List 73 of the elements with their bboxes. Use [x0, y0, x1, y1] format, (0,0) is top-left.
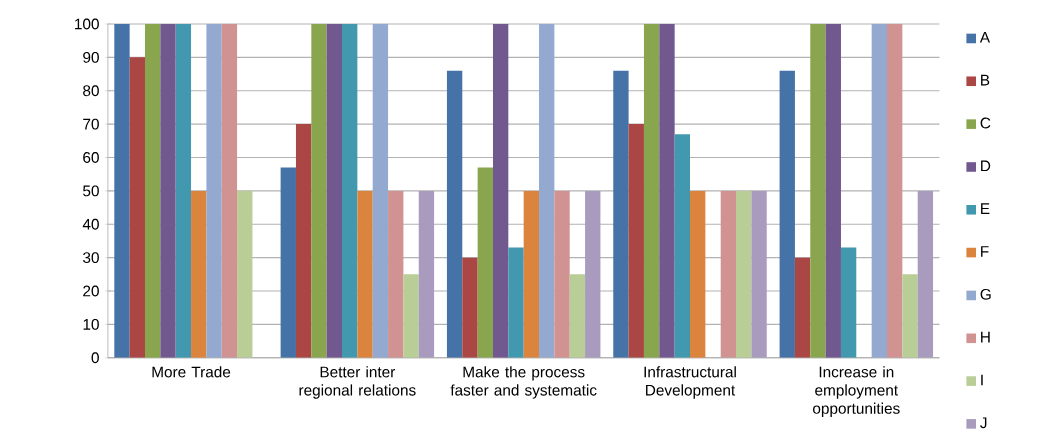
bar [237, 190, 253, 358]
y-tick-label: 80 [83, 85, 99, 97]
bar [751, 190, 767, 358]
bar [659, 24, 675, 358]
bar [492, 24, 509, 358]
legend-label: F [981, 246, 989, 257]
bar [144, 24, 161, 358]
bar [794, 257, 811, 358]
bar [462, 257, 478, 358]
bar [221, 24, 238, 358]
y-tick-label: 70 [83, 118, 99, 130]
bar [295, 124, 312, 358]
y-tick-label: 60 [83, 152, 99, 163]
bar [129, 57, 145, 358]
bar [720, 190, 737, 358]
bar [825, 24, 841, 358]
bar [643, 24, 660, 358]
bar [357, 190, 373, 358]
bar [674, 134, 690, 358]
bar [628, 124, 644, 358]
y-tick-label: 40 [82, 218, 99, 230]
bar [585, 190, 601, 358]
bar [206, 24, 222, 358]
y-tick-label: 20 [83, 285, 99, 297]
y-tick-label: 10 [83, 319, 99, 330]
y-tick-label: 30 [83, 252, 99, 264]
legend-label: C [980, 117, 991, 129]
bar [280, 167, 296, 358]
bar [840, 247, 857, 358]
x-tick-label: Make the process faster and systematic [450, 366, 597, 399]
legend-label: J [980, 417, 987, 429]
bar [388, 190, 404, 358]
bar [418, 190, 435, 358]
bar [917, 190, 934, 358]
bar [403, 274, 419, 358]
bar [902, 274, 918, 358]
bar [160, 24, 176, 358]
bar [569, 274, 586, 358]
x-tick-label: More Trade [152, 366, 231, 378]
x-tick-label: Better inter regional relations [299, 366, 416, 399]
bar [175, 24, 192, 358]
y-tick-label: 0 [91, 352, 99, 364]
bar [372, 24, 389, 358]
bar [114, 24, 130, 358]
y-tick-label: 90 [83, 51, 99, 63]
legend-label: D [981, 160, 991, 172]
bar [191, 190, 207, 358]
bar [539, 24, 555, 358]
bar [871, 24, 888, 358]
bar [508, 247, 524, 358]
bar [446, 70, 463, 358]
bar [523, 190, 540, 358]
bar [779, 70, 795, 358]
bar [810, 24, 826, 358]
legend-label: G [980, 288, 991, 300]
y-tick-label: 100 [75, 18, 99, 30]
bar [613, 70, 629, 358]
legend-label: B [981, 74, 990, 86]
bar [554, 190, 570, 358]
bar [887, 24, 903, 358]
legend-label: A [979, 32, 991, 43]
bar [326, 24, 343, 358]
bar [736, 190, 752, 358]
legend-label: H [981, 331, 990, 343]
legend-label: I [981, 374, 983, 386]
legend-label: E [981, 203, 990, 214]
bar [311, 24, 327, 358]
x-tick-label: Increase in employment opportunities [813, 366, 900, 417]
bar [690, 190, 706, 358]
bar [342, 24, 358, 358]
y-tick-label: 50 [83, 185, 99, 197]
x-tick-label: Infrastructural Development [644, 366, 736, 399]
bar [477, 167, 493, 358]
